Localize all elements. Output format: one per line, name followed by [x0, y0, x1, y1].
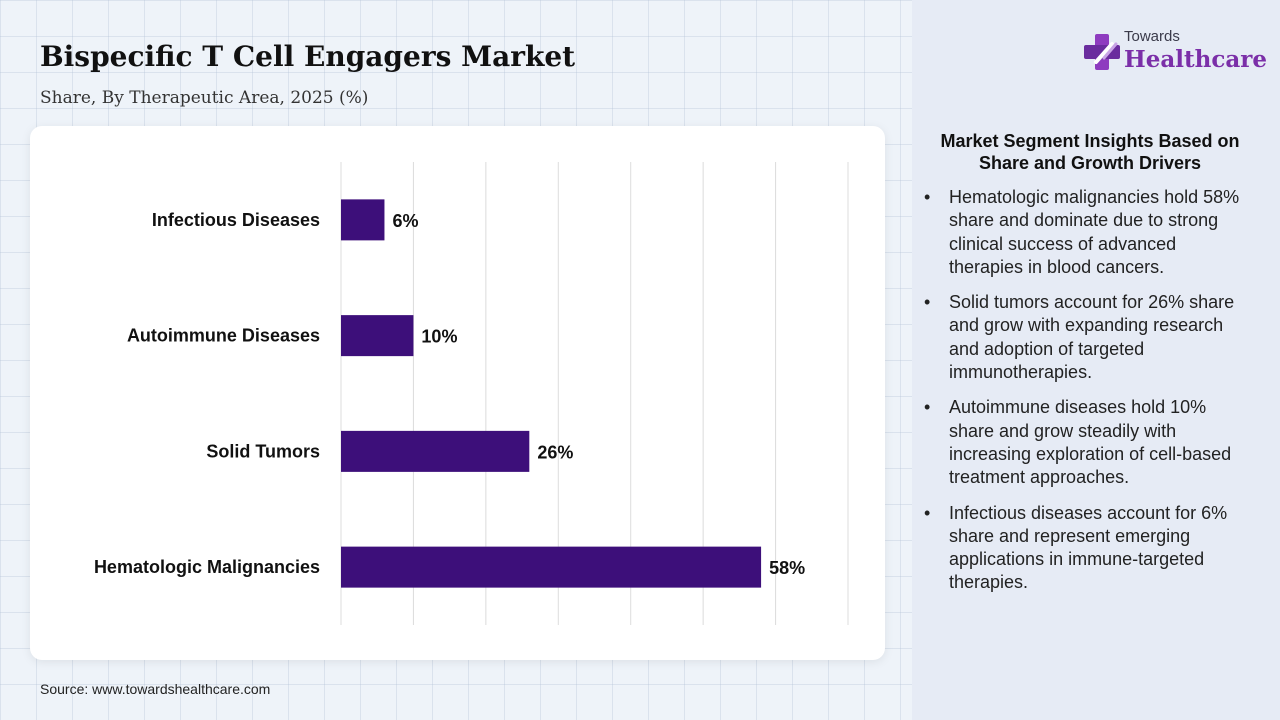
- brand-logo: Towards Healthcare: [1082, 28, 1267, 80]
- data-label: 26%: [537, 442, 573, 462]
- chart-subtitle: Share, By Therapeutic Area, 2025 (%): [40, 88, 369, 108]
- chart-panel: Bispecific T Cell Engagers Market Share,…: [30, 40, 885, 697]
- insight-item: Hematologic malignancies hold 58% share …: [922, 186, 1252, 279]
- insight-item: Infectious diseases account for 6% share…: [922, 502, 1252, 595]
- chart-title: Bispecific T Cell Engagers Market: [40, 40, 576, 73]
- data-label: 6%: [392, 211, 418, 231]
- category-label: Hematologic Malignancies: [94, 557, 320, 577]
- bar: [341, 315, 414, 357]
- logo-top-text: Towards: [1124, 28, 1180, 45]
- data-label: 10%: [421, 327, 457, 347]
- category-label: Solid Tumors: [206, 441, 320, 461]
- insights-list: Hematologic malignancies hold 58% share …: [922, 186, 1252, 607]
- category-label: Autoimmune Diseases: [127, 326, 320, 346]
- bar-chart: Infectious Diseases 6% Autoimmune Diseases…: [94, 162, 849, 625]
- medical-cross-icon: [1084, 34, 1120, 70]
- data-label: 58%: [769, 558, 805, 578]
- bar: [341, 430, 530, 472]
- chart-card: Infectious Diseases 6% Autoimmune Diseases…: [30, 126, 885, 660]
- insights-panel: Towards Healthcare Market Segment Insigh…: [912, 0, 1280, 720]
- source-note: Source: www.towardshealthcare.com: [40, 681, 271, 697]
- bar: [341, 546, 762, 588]
- insight-item: Solid tumors account for 26% share and g…: [922, 291, 1252, 384]
- logo-main-text: Healthcare: [1124, 46, 1268, 73]
- category-label: Infectious Diseases: [152, 210, 320, 230]
- bar: [341, 199, 385, 241]
- insights-heading: Market Segment Insights Based on Share a…: [940, 131, 1240, 173]
- insight-item: Autoimmune diseases hold 10% share and g…: [922, 396, 1252, 489]
